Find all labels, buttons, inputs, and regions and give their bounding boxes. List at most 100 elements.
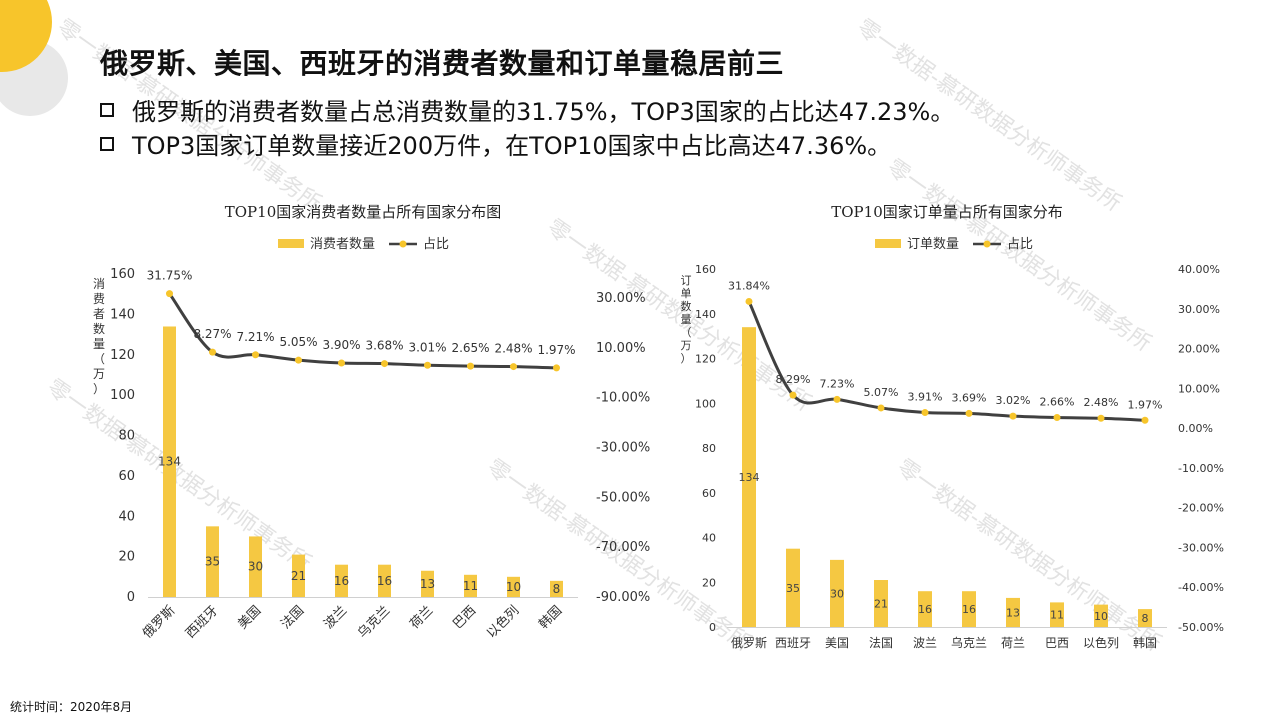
bar bbox=[421, 570, 434, 597]
y-axis-title-char: （ bbox=[681, 326, 692, 339]
bar-value-label: 16 bbox=[962, 603, 976, 616]
legend-bar-label: 消费者数量 bbox=[310, 237, 375, 252]
x-axis-category-label: 波兰 bbox=[913, 636, 937, 650]
ratio-value-label: 2.48% bbox=[1084, 396, 1119, 409]
ratio-value-label: 7.23% bbox=[820, 377, 855, 390]
ratio-value-label: 7.21% bbox=[236, 330, 274, 344]
ratio-point bbox=[921, 409, 929, 417]
square-bullet-icon bbox=[100, 136, 114, 151]
y-axis-tick-label: 140 bbox=[110, 307, 135, 322]
bar-value-label: 10 bbox=[506, 580, 521, 594]
y-axis-title-char: （ bbox=[93, 352, 105, 366]
y-axis-title-char: 单 bbox=[681, 287, 692, 300]
ratio-value-label: 8.29% bbox=[776, 373, 811, 386]
legend-bar-label: 订单数量 bbox=[907, 237, 959, 252]
footer-note: 统计时间：2020年8月 bbox=[10, 700, 133, 714]
ratio-value-label: 2.65% bbox=[451, 341, 489, 355]
ratio-point bbox=[381, 360, 388, 368]
y-axis-tick-label: 60 bbox=[702, 487, 716, 500]
bar bbox=[464, 574, 477, 597]
y-axis-tick-label: 100 bbox=[695, 397, 716, 410]
bar-value-label: 10 bbox=[1094, 610, 1108, 623]
bar bbox=[292, 554, 305, 597]
bar-value-label: 8 bbox=[1142, 612, 1149, 625]
bullet-text: 俄罗斯的消费者数量占总消费数量的31.75%，TOP3国家的占比达47.23%。 bbox=[132, 98, 955, 126]
x-axis-category-label: 巴西 bbox=[1045, 636, 1069, 650]
bullet-item: TOP3国家订单数量接近200万件，在TOP10国家中占比高达47.36%。 bbox=[100, 126, 891, 161]
ratio-point bbox=[1141, 416, 1149, 424]
y2-axis-tick-label: -10.00% bbox=[596, 391, 650, 406]
y-axis-tick-label: 0 bbox=[709, 621, 716, 634]
legend-line-label: 占比 bbox=[423, 237, 449, 252]
ratio-point bbox=[166, 290, 173, 298]
ratio-value-label: 8.27% bbox=[193, 327, 231, 341]
ratio-point bbox=[467, 362, 474, 370]
bar-value-label: 13 bbox=[1006, 606, 1020, 619]
y-axis-tick-label: 0 bbox=[127, 590, 135, 605]
y-axis-title-char: 数 bbox=[681, 300, 692, 313]
y-axis-tick-label: 160 bbox=[110, 267, 135, 282]
y2-axis-tick-label: -50.00% bbox=[1178, 621, 1224, 634]
bar-value-label: 8 bbox=[553, 582, 561, 596]
bar bbox=[378, 564, 391, 597]
x-axis-category-label: 法国 bbox=[869, 636, 893, 650]
x-axis-category-label: 美国 bbox=[825, 636, 849, 650]
y2-axis-tick-label: -90.00% bbox=[596, 590, 650, 605]
ratio-point bbox=[252, 351, 259, 359]
bar bbox=[1050, 602, 1064, 627]
ratio-value-label: 2.66% bbox=[1040, 396, 1075, 409]
bar bbox=[249, 536, 262, 597]
bar-value-label: 11 bbox=[1050, 609, 1064, 622]
y-axis-tick-label: 20 bbox=[118, 550, 135, 565]
y-axis-tick-label: 80 bbox=[702, 442, 716, 455]
y-axis-title-char: ） bbox=[681, 352, 692, 365]
x-axis-category-label: 韩国 bbox=[1133, 635, 1157, 650]
y-axis-tick-label: 20 bbox=[702, 576, 716, 589]
y-axis-title-char: 费 bbox=[93, 292, 105, 306]
y2-axis-tick-label: 30.00% bbox=[596, 291, 646, 306]
y-axis-title-char: ） bbox=[93, 382, 105, 396]
bar bbox=[335, 564, 348, 597]
x-axis-category-label: 荷兰 bbox=[1001, 636, 1025, 650]
ratio-value-label: 5.05% bbox=[279, 335, 317, 349]
page-title: 俄罗斯、美国、西班牙的消费者数量和订单量稳居前三 bbox=[100, 47, 785, 80]
y2-axis-tick-label: -10.00% bbox=[1178, 462, 1224, 475]
ratio-value-label: 3.02% bbox=[996, 394, 1031, 407]
y2-axis-tick-label: -30.00% bbox=[1178, 541, 1224, 554]
bar-value-label: 21 bbox=[874, 598, 888, 611]
ratio-point bbox=[424, 361, 431, 369]
y-axis-tick-label: 140 bbox=[695, 308, 716, 321]
legend-bar-swatch bbox=[875, 239, 901, 248]
y-axis-tick-label: 160 bbox=[695, 263, 716, 276]
y2-axis-tick-label: -40.00% bbox=[1178, 581, 1224, 594]
ratio-value-label: 1.97% bbox=[537, 343, 575, 357]
y-axis-title-char: 数 bbox=[93, 321, 105, 336]
ratio-value-label: 3.90% bbox=[322, 338, 360, 352]
bar-value-label: 134 bbox=[739, 471, 760, 484]
y-axis-title-char: 量 bbox=[93, 337, 105, 351]
bar bbox=[206, 526, 219, 597]
ratio-value-label: 3.68% bbox=[365, 339, 403, 353]
y2-axis-tick-label: -50.00% bbox=[596, 490, 650, 505]
ratio-point bbox=[1097, 414, 1105, 422]
ratio-line bbox=[747, 300, 1146, 422]
x-axis-category-label: 俄罗斯 bbox=[731, 636, 767, 650]
ratio-point bbox=[877, 404, 885, 412]
ratio-point bbox=[338, 359, 345, 367]
y-axis-title-char: 订 bbox=[681, 274, 692, 287]
y-axis-tick-label: 120 bbox=[695, 353, 716, 366]
chart-title: TOP10国家消费者数量占所有国家分布图 bbox=[225, 203, 501, 221]
bar bbox=[1138, 609, 1152, 627]
y2-axis-tick-label: 0.00% bbox=[1178, 422, 1213, 435]
bar-value-label: 13 bbox=[420, 577, 435, 591]
ratio-value-label: 3.91% bbox=[908, 391, 943, 404]
yellow-circle-decoration bbox=[0, 0, 52, 72]
y2-axis-tick-label: 30.00% bbox=[1178, 303, 1220, 316]
y2-axis-tick-label: 10.00% bbox=[1178, 382, 1220, 395]
ratio-point bbox=[1053, 414, 1061, 422]
y-axis-title-char: 万 bbox=[93, 367, 105, 381]
bar-value-label: 16 bbox=[377, 574, 392, 588]
corner-decoration bbox=[0, 0, 68, 116]
